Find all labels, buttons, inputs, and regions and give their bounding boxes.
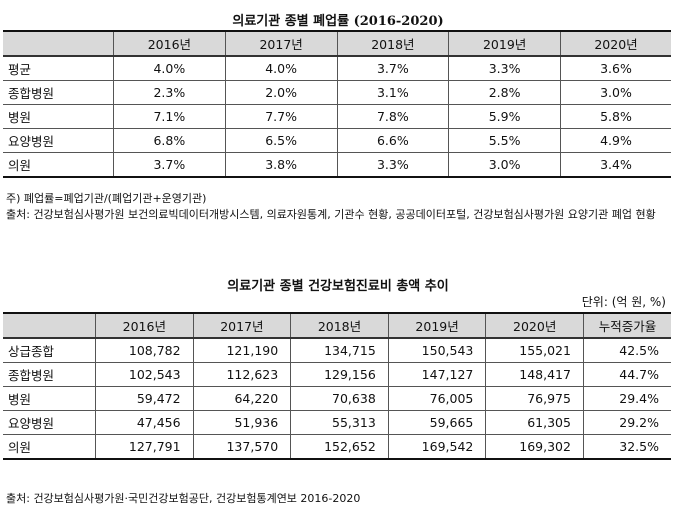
header-cell: 2020년 (485, 312, 584, 339)
header-cell: 2019년 (448, 30, 561, 57)
row-label: 상급종합 (3, 337, 96, 363)
table-cell: 3.8% (224, 152, 338, 178)
table-cell: 29.2% (582, 410, 671, 435)
header-cell: 2018년 (336, 30, 450, 57)
table-cell: 7.8% (336, 104, 450, 129)
table-cell: 2.3% (113, 80, 226, 105)
table-row: 요양병원 47,456 51,936 55,313 59,665 61,305 … (3, 410, 671, 435)
table-cell: 61,305 (485, 410, 584, 435)
header-cell: 2018년 (290, 312, 389, 339)
row-label: 요양병원 (3, 410, 96, 435)
row-label: 의원 (3, 152, 114, 178)
table-row: 병원 59,472 64,220 70,638 76,005 76,975 29… (3, 386, 671, 411)
table-cell: 42.5% (582, 337, 671, 363)
table-cell: 59,472 (95, 386, 194, 411)
table-row: 상급종합 108,782 121,190 134,715 150,543 155… (3, 337, 671, 363)
medical-expense-table: 2016년 2017년 2018년 2019년 2020년 누적증가율 상급종합… (3, 312, 671, 460)
table-row: 종합병원 102,543 112,623 129,156 147,127 148… (3, 362, 671, 387)
table-cell: 59,665 (387, 410, 487, 435)
table-cell: 3.3% (336, 152, 450, 178)
table-cell: 6.6% (336, 128, 450, 153)
table-cell: 5.8% (560, 104, 671, 129)
unit-label: 단위: (억 원, %) (581, 295, 666, 309)
header-cell (3, 312, 96, 339)
table-row: 의원 127,791 137,570 152,652 169,542 169,3… (3, 434, 671, 460)
table-cell: 47,456 (95, 410, 194, 435)
header-cell: 2019년 (387, 312, 487, 339)
row-label: 의원 (3, 434, 96, 460)
table-cell: 137,570 (192, 434, 292, 460)
table-row: 병원 7.1% 7.7% 7.8% 5.9% 5.8% (3, 104, 671, 129)
table-cell: 3.7% (113, 152, 226, 178)
table-cell: 147,127 (387, 362, 487, 387)
header-cell: 2016년 (113, 30, 226, 57)
table-cell: 121,190 (192, 337, 292, 363)
table-cell: 3.4% (560, 152, 671, 178)
table-cell: 6.8% (113, 128, 226, 153)
table-cell: 51,936 (192, 410, 292, 435)
table-cell: 70,638 (290, 386, 389, 411)
table1-source: 출처: 건강보험심사평가원 보건의료빅데이터개방시스템, 의료자원통계, 기관수… (6, 208, 656, 221)
table-cell: 112,623 (192, 362, 292, 387)
table2-title: 의료기관 종별 건강보험진료비 총액 추이 (227, 279, 449, 294)
table-cell: 3.0% (560, 80, 671, 105)
table-cell: 3.6% (560, 55, 671, 81)
header-cell: 2016년 (95, 312, 194, 339)
table-cell: 64,220 (192, 386, 292, 411)
table-cell: 169,542 (387, 434, 487, 460)
table-cell: 4.9% (560, 128, 671, 153)
table-cell: 32.5% (582, 434, 671, 460)
table-cell: 29.4% (582, 386, 671, 411)
table-cell: 5.9% (448, 104, 561, 129)
table-cell: 129,156 (290, 362, 389, 387)
table-cell: 4.0% (113, 55, 226, 81)
table-cell: 3.7% (336, 55, 450, 81)
table-header-row: 2016년 2017년 2018년 2019년 2020년 누적증가율 (3, 312, 671, 339)
header-cell: 2017년 (224, 30, 338, 57)
row-label: 요양병원 (3, 128, 114, 153)
table-cell: 3.3% (448, 55, 561, 81)
table-cell: 7.7% (224, 104, 338, 129)
header-cell: 누적증가율 (582, 312, 671, 339)
table-cell: 44.7% (582, 362, 671, 387)
table-cell: 2.0% (224, 80, 338, 105)
table-cell: 3.1% (336, 80, 450, 105)
header-cell: 2020년 (560, 30, 671, 57)
table-cell: 127,791 (95, 434, 194, 460)
table-cell: 134,715 (290, 337, 389, 363)
table-cell: 102,543 (95, 362, 194, 387)
table-cell: 6.5% (224, 128, 338, 153)
table-cell: 3.0% (448, 152, 561, 178)
table-cell: 169,302 (485, 434, 584, 460)
row-label: 평균 (3, 55, 114, 81)
table1-note: 주) 폐업률=폐업기관/(폐업기관+운영기관) (6, 192, 207, 205)
header-cell (3, 30, 114, 57)
table-header-row: 2016년 2017년 2018년 2019년 2020년 (3, 30, 671, 57)
table-cell: 2.8% (448, 80, 561, 105)
table-cell: 76,005 (387, 386, 487, 411)
table-cell: 7.1% (113, 104, 226, 129)
table-row: 평균 4.0% 4.0% 3.7% 3.3% 3.6% (3, 55, 671, 81)
header-cell: 2017년 (192, 312, 292, 339)
table-cell: 55,313 (290, 410, 389, 435)
row-label: 종합병원 (3, 362, 96, 387)
table-cell: 108,782 (95, 337, 194, 363)
table-cell: 155,021 (485, 337, 584, 363)
table-cell: 4.0% (224, 55, 338, 81)
row-label: 병원 (3, 386, 96, 411)
table-cell: 152,652 (290, 434, 389, 460)
table1-title: 의료기관 종별 폐업률 (2016-2020) (232, 14, 444, 29)
row-label: 종합병원 (3, 80, 114, 105)
table-cell: 5.5% (448, 128, 561, 153)
table-row: 의원 3.7% 3.8% 3.3% 3.0% 3.4% (3, 152, 671, 178)
table-cell: 76,975 (485, 386, 584, 411)
table-row: 종합병원 2.3% 2.0% 3.1% 2.8% 3.0% (3, 80, 671, 105)
table-cell: 150,543 (387, 337, 487, 363)
closure-rate-table: 2016년 2017년 2018년 2019년 2020년 평균 4.0% 4.… (3, 30, 671, 178)
table2-source: 출처: 건강보험심사평가원·국민건강보험공단, 건강보험통계연보 2016-20… (6, 492, 361, 505)
table-cell: 148,417 (485, 362, 584, 387)
table-row: 요양병원 6.8% 6.5% 6.6% 5.5% 4.9% (3, 128, 671, 153)
row-label: 병원 (3, 104, 114, 129)
